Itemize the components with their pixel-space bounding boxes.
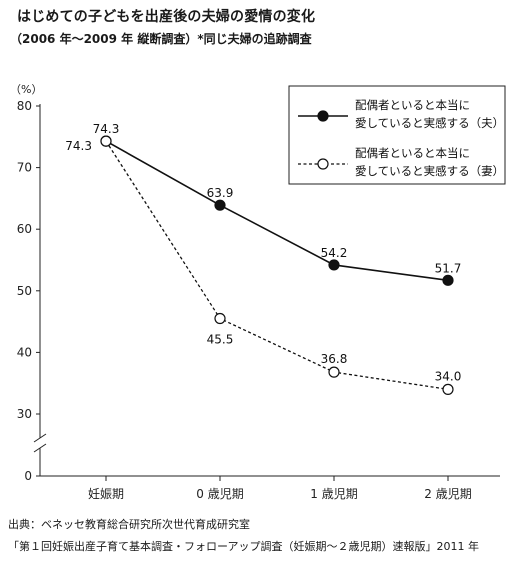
wife-label-1: 45.5 bbox=[207, 333, 234, 347]
husband-label-3: 51.7 bbox=[435, 261, 462, 275]
chart-title: はじめての子どもを出産後の夫婦の愛情の変化 bbox=[17, 9, 316, 25]
x-tick-label-1: 0 歳児期 bbox=[196, 487, 243, 501]
legend-text-0-line1: 配偶者といると本当に bbox=[355, 98, 470, 112]
source-line-1: 出典：ベネッセ教育総合研究所次世代育成研究室 bbox=[8, 518, 250, 531]
husband-label-0: 74.3 bbox=[93, 122, 120, 136]
wife-point-3 bbox=[442, 383, 454, 395]
y-tick-label-80: 80 bbox=[17, 99, 32, 113]
y-tick-label-70: 70 bbox=[17, 161, 32, 175]
wife-series-line bbox=[105, 140, 449, 391]
husband-label-1: 63.9 bbox=[207, 186, 234, 200]
y-tick-label-0: 0 bbox=[24, 469, 32, 483]
source-line-2: 「第１回妊娠出産子育て基本調査・フォローアップ調査（妊娠期～２歳児期）速報版」2… bbox=[8, 540, 480, 553]
x-tick-label-0: 妊娠期 bbox=[88, 487, 124, 501]
axis-break-mark-2 bbox=[33, 443, 47, 453]
legend-marker-1 bbox=[317, 158, 329, 170]
husband-point-3 bbox=[442, 274, 454, 286]
legend-text-0-line2: 愛していると実感する（夫） bbox=[355, 116, 504, 130]
husband-series-line bbox=[105, 140, 449, 282]
chart-subtitle: （2006 年～2009 年 縦断調査）*同じ夫婦の追跡調査 bbox=[10, 32, 312, 46]
y-axis-unit: （%） bbox=[10, 83, 42, 96]
wife-point-2 bbox=[328, 366, 340, 378]
wife-label-3: 34.0 bbox=[435, 369, 462, 383]
husband-label-2: 54.2 bbox=[321, 246, 348, 260]
husband-point-2 bbox=[328, 259, 340, 271]
wife-label-0: 74.3 bbox=[65, 139, 92, 153]
y-tick-label-60: 60 bbox=[17, 222, 32, 236]
legend-text-1-line2: 愛していると実感する（妻） bbox=[355, 164, 504, 178]
line-chart: （%） 0 30 40 50 60 70 80 妊娠期 0 歳児期 1 歳児期 2 歳児期 74.3 6… bbox=[10, 83, 506, 501]
husband-point-1 bbox=[214, 199, 226, 211]
y-tick-label-50: 50 bbox=[17, 284, 32, 298]
x-tick-label-2: 1 歳児期 bbox=[310, 487, 357, 501]
x-tick-label-3: 2 歳児期 bbox=[424, 487, 471, 501]
legend-marker-0 bbox=[317, 110, 329, 122]
axis-break-mark-1 bbox=[33, 433, 47, 443]
y-tick-label-40: 40 bbox=[17, 345, 32, 359]
wife-label-2: 36.8 bbox=[321, 352, 348, 366]
legend-text-1-line1: 配偶者といると本当に bbox=[355, 146, 470, 160]
wife-point-1 bbox=[214, 312, 226, 325]
y-tick-label-30: 30 bbox=[17, 407, 32, 421]
wife-point-0 bbox=[100, 135, 112, 147]
